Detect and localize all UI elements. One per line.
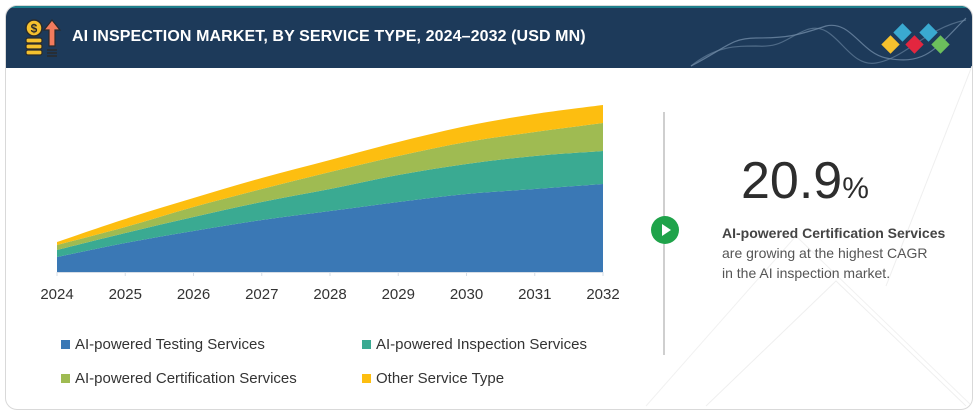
x-tick-label: 2031 bbox=[518, 286, 551, 303]
area-layers bbox=[57, 105, 603, 272]
x-tick-label: 2029 bbox=[382, 286, 415, 303]
x-tick-label: 2030 bbox=[450, 286, 483, 303]
legend-label: Other Service Type bbox=[376, 370, 505, 387]
x-axis-ticks: 2024 2025 2026 2027 2028 2029 2030 2031 2032 bbox=[40, 272, 620, 303]
legend-item-other: Other Service Type bbox=[362, 370, 504, 387]
area-ai-powered-testing-services bbox=[57, 184, 603, 272]
area-other-service-type bbox=[57, 105, 603, 245]
play-icon bbox=[651, 216, 679, 244]
legend-swatch bbox=[362, 340, 371, 349]
x-tick-label: 2028 bbox=[313, 286, 346, 303]
x-tick-label: 2024 bbox=[40, 286, 73, 303]
cagr-unit: % bbox=[842, 172, 869, 205]
callout-line-2: in the AI inspection market. bbox=[722, 265, 891, 281]
cagr-value: 20.9 bbox=[741, 152, 843, 210]
legend-label: AI-powered Inspection Services bbox=[376, 336, 587, 353]
legend-swatch bbox=[362, 374, 371, 383]
callout-line-1: are growing at the highest CAGR bbox=[722, 245, 928, 261]
header-bar: $ AI INSPECTION MARKET, BY SERVICE TYPE,… bbox=[6, 6, 972, 68]
brand-wave-decoration bbox=[690, 17, 967, 67]
area-ai-powered-inspection-services bbox=[57, 151, 603, 257]
legend-item-testing: AI-powered Testing Services bbox=[61, 336, 265, 353]
x-tick-label: 2025 bbox=[109, 286, 142, 303]
cagr-stat: 20.9% bbox=[741, 151, 869, 211]
background-line-decoration bbox=[645, 66, 972, 407]
money-growth-icon: $ bbox=[25, 19, 62, 57]
callout-highlight: AI-powered Certification Services bbox=[722, 225, 946, 241]
legend-item-inspection: AI-powered Inspection Services bbox=[362, 336, 587, 353]
legend-label: AI-powered Testing Services bbox=[75, 336, 265, 353]
stacked-area-chart: 2024 2025 2026 2027 2028 2029 2030 2031 2032 bbox=[40, 105, 620, 303]
x-tick-label: 2026 bbox=[177, 286, 210, 303]
svg-text:$: $ bbox=[31, 22, 38, 36]
chart-title: AI INSPECTION MARKET, BY SERVICE TYPE, 2… bbox=[72, 28, 586, 45]
infographic-card: $ AI INSPECTION MARKET, BY SERVICE TYPE,… bbox=[5, 5, 973, 410]
legend-item-certification: AI-powered Certification Services bbox=[61, 370, 297, 387]
legend-swatch bbox=[61, 340, 70, 349]
x-tick-label: 2032 bbox=[586, 286, 619, 303]
brand-diamonds bbox=[881, 23, 950, 54]
area-ai-powered-certification-services bbox=[57, 123, 603, 250]
legend-label: AI-powered Certification Services bbox=[75, 370, 297, 387]
callout-description: AI-powered Certification Services are gr… bbox=[722, 223, 962, 283]
legend-swatch bbox=[61, 374, 70, 383]
x-tick-label: 2027 bbox=[245, 286, 278, 303]
